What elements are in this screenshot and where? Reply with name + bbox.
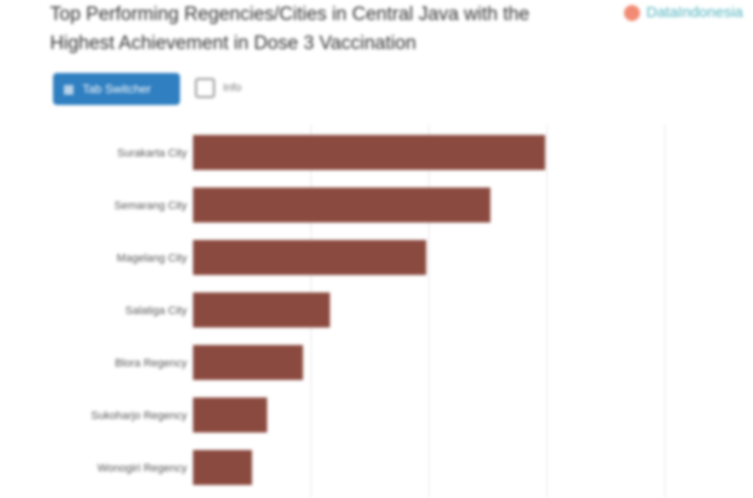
secondary-button[interactable]: Info [195, 78, 241, 98]
primary-button-label: Tab Switcher [82, 82, 152, 96]
category-label: Magelang City [117, 253, 188, 265]
secondary-button-label: Info [223, 82, 242, 94]
category-label: Sukoharjo Regency [91, 410, 188, 422]
page-title: Top Performing Regencies/Cities in Centr… [50, 4, 530, 54]
bar[interactable] [193, 135, 546, 170]
category-label: Surakarta City [117, 148, 187, 160]
logo: DataIndonesia [624, 4, 743, 21]
bar[interactable] [193, 240, 427, 275]
category-label: Blora Regency [115, 358, 188, 370]
category-label: Salatiga City [125, 305, 187, 317]
bar[interactable] [193, 292, 330, 328]
category-label: Wonogiri Regency [97, 463, 187, 475]
table-icon: ▦ [63, 82, 75, 96]
logo-icon [624, 4, 641, 21]
bar[interactable] [193, 345, 303, 380]
primary-button[interactable]: ▦ Tab Switcher [53, 73, 180, 105]
bar[interactable] [193, 187, 491, 223]
bar[interactable] [193, 397, 268, 433]
logo-text: DataIndonesia [646, 4, 743, 21]
category-label: Semarang City [114, 200, 187, 212]
bar[interactable] [193, 450, 252, 485]
image-icon [195, 78, 215, 98]
